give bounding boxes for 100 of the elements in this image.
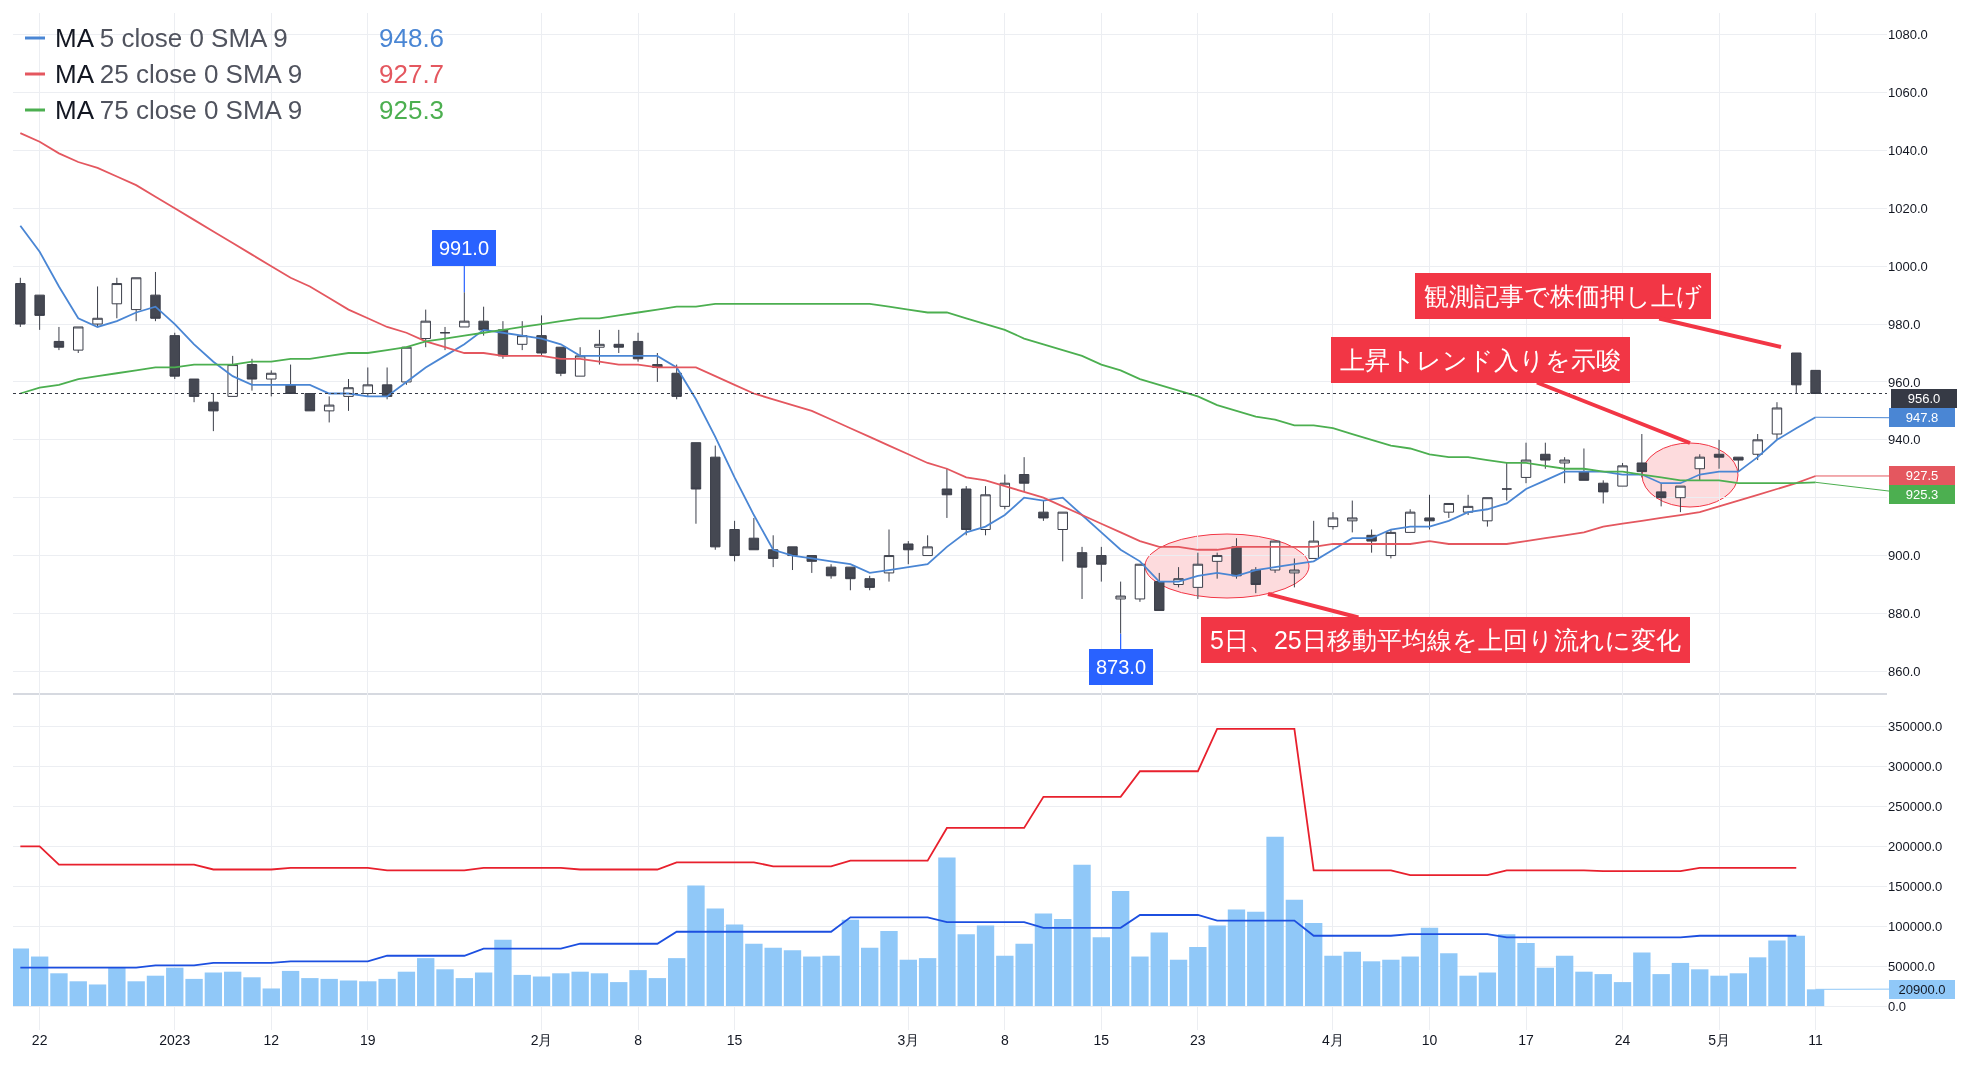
candlestick [980,485,991,536]
bar [30,956,49,1007]
candlestick [1559,456,1570,484]
x-tick-label: 19 [360,1032,376,1048]
x-tick-label: 17 [1518,1032,1535,1048]
y-tick-label: 0.0 [1888,998,1907,1014]
y-tick-label: 1020.0 [1888,200,1928,216]
bar [1054,919,1072,1007]
bar [1440,953,1458,1007]
candlestick [323,395,335,423]
bar [1227,909,1246,1007]
x-tick-label: 10 [1421,1032,1438,1048]
bar [1362,961,1381,1007]
candlestick [401,346,412,386]
candlestick [15,277,26,328]
bar [1729,973,1748,1007]
candlestick [999,474,1011,510]
ref-line-label: 956.0 [1907,391,1941,406]
x-tick-label: 8 [634,1032,643,1048]
candlestick [555,346,567,377]
candlestick [1752,433,1763,461]
bar [1382,959,1400,1007]
bar [455,978,474,1007]
y-tick-label: 1000.0 [1888,258,1928,274]
candlestick [1501,462,1512,502]
y-tick-label: 960.0 [1888,374,1921,390]
x-tick-label: 24 [1614,1032,1631,1048]
bar [1034,913,1053,1007]
bar [1613,982,1632,1007]
bar [243,977,261,1007]
annotation: 948.6 [379,23,445,53]
bar [938,857,956,1007]
candlestick [111,277,123,319]
candlestick [34,294,45,331]
candlestick [246,358,258,392]
bar [1266,836,1284,1007]
legend-label: MA 25 close 0 SMA 9 [55,59,303,89]
candlestick [1733,456,1744,473]
y-tick-label: 940.0 [1888,432,1921,448]
bar [976,925,995,1007]
bar [378,978,396,1007]
bar [880,930,898,1007]
candlestick [767,534,779,568]
annotation: 927.5 [1905,468,1939,483]
candlestick [1211,552,1223,580]
bar [918,958,937,1007]
bar [301,978,319,1007]
candlestick [439,326,451,351]
candlestick [1076,546,1088,600]
bar [88,984,107,1007]
bar [667,958,686,1007]
bar [1420,927,1439,1007]
candlestick [1462,494,1474,516]
y-tick-label: 100000.0 [1888,918,1943,934]
bar [1691,969,1709,1007]
bar [1671,962,1690,1007]
bar [1478,972,1497,1007]
bar [339,980,358,1007]
candlestick [864,575,875,591]
candlestick [845,566,856,591]
candlestick [169,332,180,380]
annotation: 5日、25日移動平均線を上回り流れに変化 [1210,626,1681,654]
bar [648,978,667,1007]
candlestick [1482,497,1493,528]
x-tick-label: 23 [1190,1032,1206,1048]
x-tick-label: 3月 [897,1032,920,1048]
candlestick [1404,508,1416,533]
y-tick-label: 1060.0 [1888,85,1928,101]
x-tick-label: 8 [1000,1032,1009,1048]
y-tick-label: 900.0 [1888,548,1921,564]
bar [1285,899,1304,1007]
bar [436,969,454,1007]
x-tick-label: 4月 [1322,1032,1344,1048]
candlestick [594,329,605,366]
candlestick [903,540,914,565]
candlestick [130,277,142,322]
y-tick-label: 350000.0 [1888,719,1943,735]
candlestick [1771,401,1783,441]
bar [783,950,802,1007]
bar [146,975,165,1007]
bar [1575,971,1593,1007]
candlestick [825,563,837,580]
x-tick-label: 2月 [530,1032,553,1048]
candlestick [1018,456,1030,493]
bar [1304,922,1323,1007]
candlestick [729,520,740,562]
bar [185,978,203,1007]
bar [1768,940,1786,1007]
y-tick-label: 1040.0 [1888,143,1928,158]
candlestick [748,517,760,551]
candlestick [150,271,161,322]
candlestick [1443,502,1455,519]
bar [1150,932,1168,1007]
legend-label: MA 5 close 0 SMA 9 [55,23,288,53]
bar [69,981,87,1007]
candlestick [517,320,528,351]
candlestick [922,534,933,557]
bar [532,976,551,1007]
y-tick-label: 150000.0 [1888,878,1943,894]
bar [223,971,242,1007]
